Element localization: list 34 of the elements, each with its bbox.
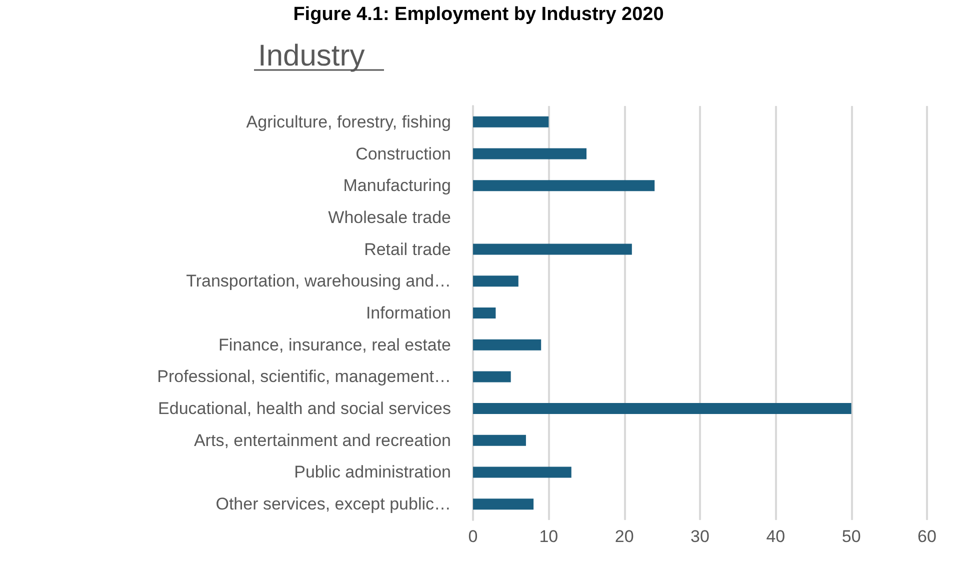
bar xyxy=(473,466,572,478)
y-tick-label: Manufacturing xyxy=(343,176,451,196)
x-tick-label: 60 xyxy=(918,527,936,546)
bar xyxy=(473,116,549,128)
x-tick-label: 0 xyxy=(468,527,478,546)
chart-title: Figure 4.1: Employment by Industry 2020 xyxy=(293,4,664,25)
bar xyxy=(473,339,542,350)
bar xyxy=(473,403,852,414)
x-tick-label: 50 xyxy=(842,527,861,546)
y-tick-label: Arts, entertainment and recreation xyxy=(194,430,451,450)
bar xyxy=(473,434,526,446)
y-tick-label: Public administration xyxy=(294,462,451,482)
bar xyxy=(473,498,534,510)
x-tick-label: 40 xyxy=(766,527,786,546)
bar xyxy=(473,276,518,287)
bar xyxy=(473,180,655,192)
x-tick-label: 10 xyxy=(539,527,558,546)
y-tick-label: Construction xyxy=(356,144,451,164)
y-tick-label: Agriculture, forestry, fishing xyxy=(246,112,451,132)
y-tick-label: Information xyxy=(366,304,451,322)
x-tick-label: 30 xyxy=(690,527,710,546)
y-tick-label: Wholesale trade xyxy=(328,208,451,227)
y-tick-label: Other services, except public… xyxy=(216,494,451,514)
y-tick-label: Professional, scientific, management… xyxy=(157,367,451,386)
bar xyxy=(473,308,496,318)
chart-subtitle: Industry xyxy=(258,40,365,72)
bar xyxy=(473,148,586,160)
y-tick-label: Educational, health and social services xyxy=(158,399,451,418)
bar xyxy=(473,244,632,255)
y-tick-label: Finance, insurance, real estate xyxy=(218,335,451,354)
y-tick-label: Retail trade xyxy=(364,240,451,259)
x-tick-label: 20 xyxy=(614,527,634,546)
bar xyxy=(473,371,511,382)
y-tick-label: Transportation, warehousing and… xyxy=(186,272,451,291)
